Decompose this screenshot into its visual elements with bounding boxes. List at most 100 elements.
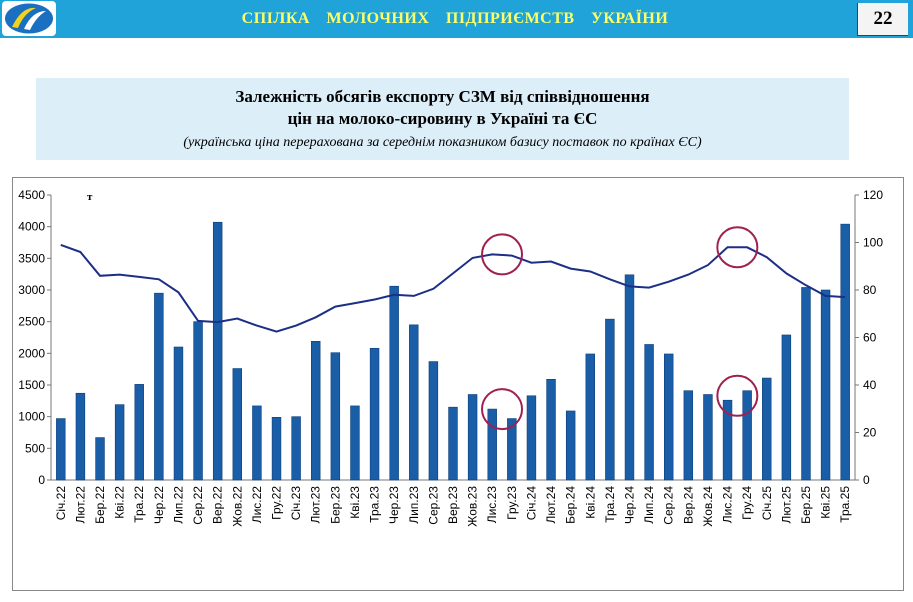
header-title: СПІЛКА МОЛОЧНИХ ПІДПРИЄМСТВ УКРАЇНИ xyxy=(241,10,669,27)
bar xyxy=(75,392,86,481)
bar xyxy=(663,353,674,481)
left-tick-label: 3000 xyxy=(18,283,45,297)
bar xyxy=(173,346,184,481)
bar xyxy=(624,274,635,481)
highlight-circle xyxy=(716,374,759,417)
bar xyxy=(742,390,752,481)
page-number: 22 xyxy=(857,3,908,36)
bar xyxy=(546,379,556,481)
category-label: Лис.23 xyxy=(485,486,499,524)
category-label: Січ.24 xyxy=(524,486,538,521)
category-label: Чер.24 xyxy=(622,486,636,524)
category-label: Бер.24 xyxy=(564,486,578,524)
category-label: Лип.22 xyxy=(171,486,185,524)
category-label: Вер.22 xyxy=(211,486,225,524)
category-label: Гру.22 xyxy=(270,486,284,520)
category-label: Кві.22 xyxy=(113,486,127,519)
chart-title-box: Залежність обсягів експорту СЗМ від спів… xyxy=(36,78,849,160)
bar xyxy=(232,368,243,481)
export-chart: 0 500 1000 1500 2000 2500 3000 3500 4000 4500 0 20 4… xyxy=(18,188,883,527)
category-label: Лип.23 xyxy=(407,486,421,524)
category-label: Лют.22 xyxy=(73,486,87,524)
category-label: Бер.23 xyxy=(328,486,342,524)
category-label: Бер.22 xyxy=(93,486,107,524)
left-tick-label: 4500 xyxy=(18,188,45,202)
bar xyxy=(703,394,713,481)
chart-title-line-2: цін на молоко-сировину в Україні та ЄС xyxy=(287,109,598,128)
left-tick-label: 1000 xyxy=(18,410,45,424)
category-label: Лют.25 xyxy=(779,486,793,524)
bar xyxy=(507,418,517,481)
bar xyxy=(801,287,811,481)
left-tick-label: 4000 xyxy=(18,220,45,234)
category-label: Сер.24 xyxy=(662,486,676,525)
bar xyxy=(781,334,792,481)
category-label: Вер.23 xyxy=(446,486,460,524)
category-label: Гру.23 xyxy=(505,486,519,520)
bar xyxy=(565,410,576,481)
y-axis-label: т xyxy=(87,191,93,203)
bar xyxy=(448,406,458,481)
bar xyxy=(212,221,223,481)
category-label: Жов.24 xyxy=(701,486,715,527)
category-label: Гру.24 xyxy=(740,486,754,520)
category-label: Вер.24 xyxy=(681,486,695,524)
chart-subtitle: (українська ціна перерахована за середні… xyxy=(183,135,702,150)
bar xyxy=(56,418,66,481)
bar xyxy=(271,417,282,481)
category-label: Тра.22 xyxy=(132,486,146,523)
category-label: Лис.22 xyxy=(250,486,264,524)
bar xyxy=(409,324,419,481)
bar xyxy=(428,361,439,481)
category-label: Січ.25 xyxy=(760,486,774,521)
category-label: Тра.25 xyxy=(838,486,852,523)
category-label: Лип.24 xyxy=(642,486,656,524)
bar xyxy=(526,395,537,481)
category-label: Тра.24 xyxy=(603,486,617,523)
category-label: Бер.25 xyxy=(799,486,813,524)
left-tick-label: 1500 xyxy=(18,378,45,392)
header-bar: СПІЛКА МОЛОЧНИХ ПІДПРИЄМСТВ УКРАЇНИ 22 xyxy=(0,0,913,38)
category-label: Кві.23 xyxy=(348,486,362,519)
chart-frame: 0 500 1000 1500 2000 2500 3000 3500 4000 4500 0 20 4… xyxy=(12,177,904,591)
bar xyxy=(252,405,262,481)
category-label: Сер.22 xyxy=(191,486,205,525)
left-tick-label: 500 xyxy=(25,441,45,455)
bar xyxy=(134,384,144,481)
category-label: Кві.25 xyxy=(819,486,833,519)
right-tick-label: 120 xyxy=(863,188,883,202)
category-label: Чер.22 xyxy=(152,486,166,524)
left-tick-label: 0 xyxy=(38,473,45,487)
left-tick-label: 2000 xyxy=(18,346,45,360)
category-label: Чер.23 xyxy=(387,486,401,524)
bar xyxy=(114,404,125,481)
right-tick-label: 100 xyxy=(863,236,883,250)
category-label: Сер.23 xyxy=(426,486,440,525)
bar xyxy=(762,377,772,481)
highlight-circle xyxy=(481,233,524,276)
bar xyxy=(683,390,694,481)
bar xyxy=(820,289,831,481)
price-ratio-line xyxy=(60,243,846,333)
right-tick-label: 0 xyxy=(863,473,870,487)
category-label: Лют.24 xyxy=(544,486,558,524)
left-tick-label: 3500 xyxy=(18,251,45,265)
bar xyxy=(389,285,399,481)
category-label: Лют.23 xyxy=(309,486,323,524)
bar xyxy=(840,223,850,481)
chart-title-line-1: Залежність обсягів експорту СЗМ від спів… xyxy=(235,87,650,106)
highlight-circle xyxy=(481,388,524,431)
right-tick-label: 40 xyxy=(863,378,877,392)
right-tick-label: 20 xyxy=(863,426,877,440)
highlight-circle xyxy=(716,226,759,269)
bar xyxy=(311,341,321,481)
bar xyxy=(350,405,360,481)
bar xyxy=(644,344,654,481)
bar xyxy=(467,394,478,481)
category-label: Жов.22 xyxy=(230,486,244,527)
category-label: Січ.22 xyxy=(54,486,68,521)
category-label: Тра.23 xyxy=(368,486,382,523)
right-tick-label: 80 xyxy=(863,283,877,297)
bar xyxy=(154,292,164,481)
category-label: Січ.23 xyxy=(289,486,303,521)
